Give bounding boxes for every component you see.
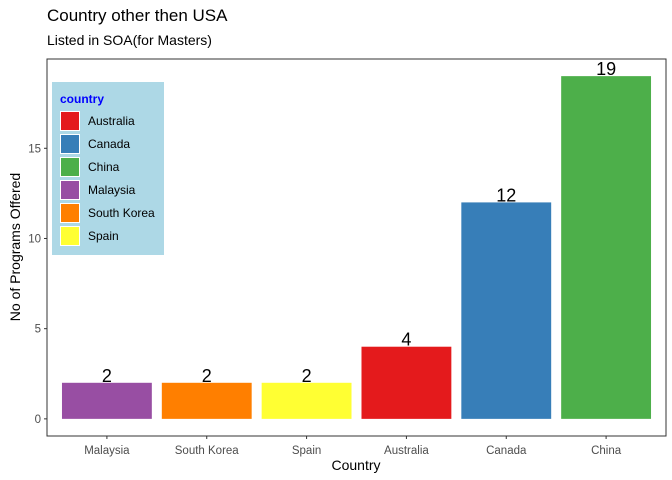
legend-label: Malaysia — [88, 183, 136, 197]
x-tick-label: Canada — [486, 445, 527, 457]
y-tick-label: 10 — [28, 233, 41, 245]
legend-label: Spain — [88, 229, 119, 243]
bar-canada — [461, 202, 552, 419]
y-tick-label: 0 — [35, 414, 41, 426]
plot-panel-border — [46, 58, 667, 437]
chart-subtitle: Listed in SOA(for Masters) — [47, 32, 212, 48]
legend-item-spain: Spain — [60, 225, 119, 247]
data-label: 12 — [496, 185, 516, 205]
bars-group — [61, 76, 652, 419]
data-label: 2 — [302, 366, 312, 386]
legend-item-china: China — [60, 156, 119, 178]
legend-key — [60, 180, 80, 200]
x-tick-label: China — [591, 445, 622, 457]
legend-label: South Korea — [88, 206, 155, 220]
bar-china — [561, 76, 652, 419]
legend-key — [60, 203, 80, 223]
legend-title: country — [60, 92, 105, 106]
data-label: 2 — [102, 366, 112, 386]
legend-label: China — [88, 160, 120, 174]
bar-spain — [261, 382, 352, 419]
legend-key — [60, 226, 80, 246]
y-axis-ticks: 0 5 10 15 — [28, 143, 47, 426]
legend-key — [60, 134, 80, 154]
bar-australia — [361, 346, 452, 419]
legend-item-canada: Canada — [60, 133, 130, 155]
data-label: 2 — [202, 366, 212, 386]
legend-item-malaysia: Malaysia — [60, 179, 135, 201]
bar-south-korea — [161, 382, 252, 419]
legend-key — [60, 111, 80, 131]
legend: country Australia Canada China Malaysia Sout… — [52, 82, 164, 255]
x-tick-label: Australia — [384, 445, 429, 457]
legend-key — [60, 157, 80, 177]
x-tick-label: Spain — [292, 445, 321, 457]
legend-label: Canada — [88, 137, 131, 151]
bar-malaysia — [61, 382, 152, 419]
y-tick-label: 5 — [35, 324, 41, 336]
chart-title: Country other then USA — [47, 6, 228, 25]
x-tick-label: Malaysia — [84, 445, 130, 457]
legend-item-south-korea: South Korea — [60, 202, 155, 224]
y-tick-label: 15 — [28, 143, 41, 155]
legend-item-australia: Australia — [60, 110, 135, 132]
y-axis-title: No of Programs Offered — [7, 173, 23, 321]
x-axis-title: Country — [331, 457, 380, 473]
x-tick-label: South Korea — [175, 445, 240, 457]
data-label: 4 — [401, 330, 411, 350]
data-labels-group: 2 2 2 4 12 19 — [102, 59, 616, 386]
legend-label: Australia — [88, 114, 135, 128]
data-label: 19 — [596, 59, 616, 79]
x-axis-ticks: Malaysia South Korea Spain Australia Canada C… — [84, 436, 622, 457]
